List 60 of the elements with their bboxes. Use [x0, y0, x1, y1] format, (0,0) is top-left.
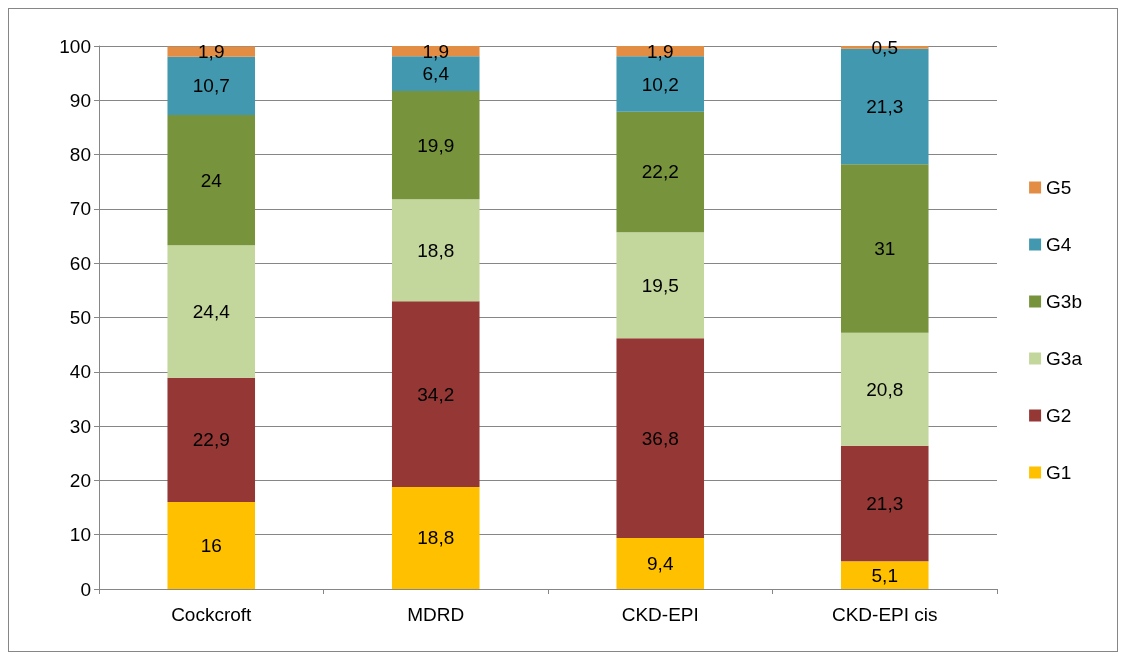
y-tick-label: 70 [69, 198, 91, 220]
bar [391, 301, 480, 487]
data-label: 1,9 [647, 40, 674, 62]
y-tick-label: 20 [69, 469, 91, 491]
data-label: 10,7 [192, 75, 230, 97]
bar [167, 114, 256, 246]
data-label: 19,9 [417, 134, 455, 156]
x-tick-label: CKD-EPI cis [831, 604, 938, 625]
legend-label: G3a [1046, 348, 1083, 369]
x-tick-label: MDRD [407, 604, 465, 625]
bar [616, 232, 705, 339]
data-label: 24 [200, 169, 223, 191]
data-label: 9,4 [647, 552, 674, 574]
data-label: 22,2 [641, 161, 679, 183]
legend-label: G4 [1046, 234, 1072, 255]
bar [616, 111, 705, 233]
data-label: 1,9 [198, 41, 225, 63]
bar [167, 377, 256, 503]
data-label: 18,8 [417, 527, 455, 549]
bar [840, 332, 929, 446]
y-tick-label: 80 [69, 144, 91, 166]
data-label: 21,3 [866, 96, 904, 118]
data-label: 5,1 [871, 564, 898, 586]
data-label: 19,5 [641, 274, 679, 296]
data-label: 6,4 [422, 63, 450, 85]
y-tick-label: 60 [69, 252, 91, 274]
data-label: 24,4 [192, 301, 231, 323]
x-tick-label: CKD-EPI [621, 604, 699, 625]
data-label: 36,8 [641, 427, 679, 449]
y-tick-label: 40 [69, 361, 91, 383]
data-label: 16 [200, 535, 222, 557]
bar [840, 561, 929, 589]
data-label: 22,9 [192, 429, 230, 451]
legend-label: G3b [1046, 291, 1083, 312]
data-label: 31 [874, 238, 896, 260]
bar [391, 486, 480, 589]
bar [840, 164, 929, 333]
data-label: 10,2 [641, 73, 679, 95]
x-tick-label: Cockcroft [171, 604, 253, 625]
bar [167, 245, 256, 378]
y-tick-label: 0 [80, 578, 91, 600]
data-label: 18,8 [417, 239, 455, 261]
data-label: 21,3 [866, 492, 904, 514]
y-tick-label: 100 [59, 35, 91, 57]
bar [167, 502, 256, 589]
data-label: 20,8 [866, 378, 904, 400]
y-tick-label: 10 [69, 524, 91, 546]
bar [391, 91, 480, 200]
y-tick-label: 30 [69, 415, 91, 437]
y-tick-label: 50 [69, 307, 91, 328]
legend-label: G5 [1046, 177, 1072, 198]
bar [840, 445, 929, 562]
data-label: 34,2 [417, 383, 455, 405]
legend-label: G2 [1046, 405, 1072, 426]
legend-label: G1 [1046, 462, 1072, 483]
bar [616, 338, 705, 538]
data-label: 1,9 [422, 40, 449, 62]
y-tick-label: 90 [69, 89, 91, 111]
bar [391, 199, 480, 302]
bar [616, 537, 705, 589]
